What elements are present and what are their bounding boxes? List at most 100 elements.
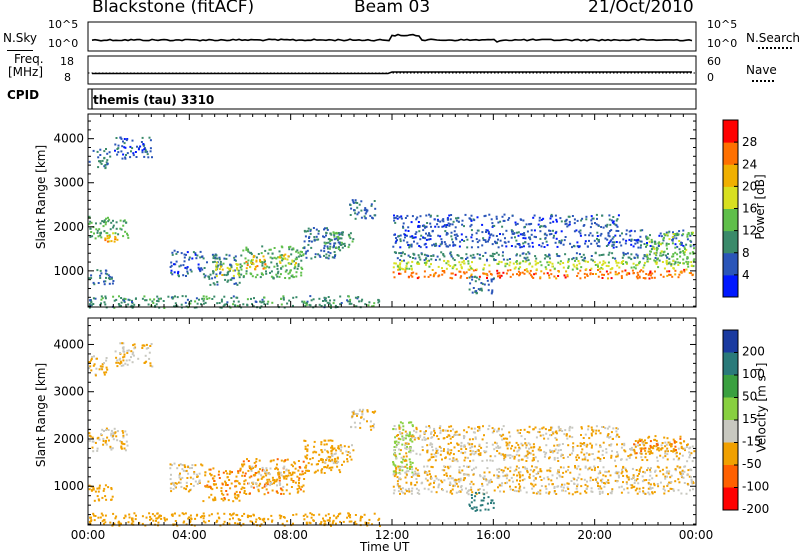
velocity-cell [583, 458, 586, 461]
power-cell [264, 249, 267, 252]
velocity-cell [635, 452, 638, 455]
power-cell [547, 255, 550, 258]
velocity-cell [466, 465, 469, 468]
velocity-cell [599, 471, 602, 474]
velocity-cell [572, 447, 575, 450]
power-cell [569, 242, 572, 245]
power-cell [334, 255, 336, 257]
power-cell [683, 268, 686, 271]
power-cell [306, 230, 309, 233]
velocity-cell [172, 488, 175, 490]
velocity-cell [608, 436, 611, 439]
power-cell [607, 261, 610, 264]
power-cell [572, 263, 575, 266]
power-cell [404, 234, 407, 236]
velocity-cell [554, 431, 557, 434]
velocity-cell [304, 445, 307, 448]
power-cell [398, 216, 401, 219]
power-cell [127, 298, 130, 301]
power-cell [411, 215, 414, 218]
velocity-cell [115, 356, 118, 359]
velocity-cell [202, 520, 205, 523]
power-cell [114, 143, 117, 146]
velocity-cell [394, 428, 397, 431]
velocity-cell [247, 482, 249, 485]
velocity-cell [237, 494, 240, 497]
power-cell [89, 227, 92, 230]
velocity-cell [105, 429, 108, 431]
velocity-cell [185, 523, 188, 526]
velocity-cell [659, 481, 662, 484]
power-cell [496, 269, 499, 272]
velocity-cell [419, 430, 422, 433]
velocity-cell [184, 512, 187, 515]
power-cell [640, 269, 643, 272]
power-cell [222, 262, 225, 265]
power-cell [200, 303, 202, 306]
velocity-cell [189, 520, 192, 523]
velocity-cell [561, 430, 564, 432]
power-cell [307, 243, 310, 246]
velocity-cell [97, 516, 100, 519]
velocity-cell [557, 449, 560, 452]
power-cell [358, 203, 361, 206]
power-cell [544, 254, 547, 256]
velocity-cell [319, 522, 322, 525]
velocity-cell [443, 448, 445, 451]
velocity-cell [266, 478, 269, 481]
power-cell [423, 253, 426, 256]
velocity-cell [149, 515, 152, 518]
power-cell [611, 244, 614, 247]
power-cell [520, 218, 523, 221]
velocity-cell [160, 514, 162, 517]
power-cell [261, 301, 264, 303]
velocity-cell [681, 476, 684, 479]
power-region [393, 213, 620, 229]
power-cell [326, 245, 329, 248]
velocity-cell [540, 479, 543, 481]
power-cell [218, 256, 221, 259]
velocity-cell [523, 455, 526, 458]
velocity-cell [410, 435, 413, 438]
power-cell [552, 236, 555, 239]
power-cell [426, 260, 429, 262]
power-cell [672, 233, 675, 236]
velocity-cell [393, 449, 396, 452]
power-cell [441, 225, 444, 228]
power-cell [208, 277, 211, 280]
power-cell [99, 154, 102, 156]
power-cell [630, 258, 633, 261]
power-cell [232, 303, 235, 306]
power-cell [649, 271, 652, 274]
velocity-cell [689, 489, 691, 492]
power-cell [513, 267, 516, 270]
power-cell [637, 246, 640, 249]
power-cell [441, 270, 444, 272]
velocity-cell [276, 491, 279, 494]
power-cell [487, 230, 490, 233]
velocity-cell [163, 518, 166, 521]
velocity-cell [414, 437, 417, 439]
velocity-cell [688, 451, 691, 454]
velocity-cell [585, 491, 588, 494]
power-cell [123, 219, 126, 222]
power-cell [171, 297, 174, 300]
velocity-cell [296, 488, 299, 491]
power-cell [658, 259, 661, 262]
velocity-cell [639, 447, 642, 450]
velocity-cell [524, 467, 527, 470]
velocity-cell [433, 481, 435, 484]
velocity-cell [252, 474, 255, 477]
velocity-cell [426, 473, 429, 476]
velocity-cell [307, 462, 310, 465]
power-cell [250, 297, 252, 300]
power-cell [259, 276, 262, 279]
velocity-cell [625, 458, 628, 461]
velocity-cell [122, 364, 125, 367]
velocity-cell [504, 455, 507, 458]
velocity-cell [665, 466, 668, 469]
velocity-cell [408, 458, 411, 461]
power-cell [264, 263, 267, 266]
velocity-cell [516, 474, 519, 477]
velocity-cell [98, 368, 101, 371]
